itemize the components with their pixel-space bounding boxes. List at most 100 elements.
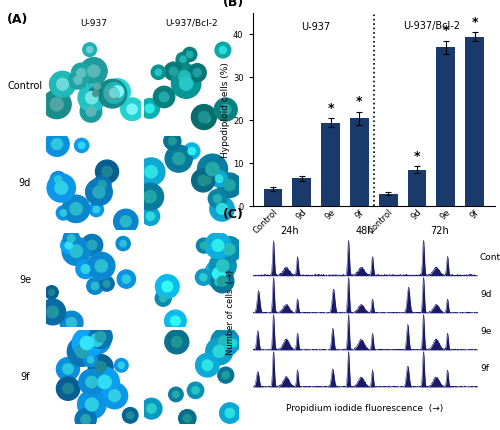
Circle shape bbox=[184, 415, 191, 422]
Circle shape bbox=[62, 237, 90, 265]
Circle shape bbox=[81, 265, 90, 273]
Circle shape bbox=[56, 78, 68, 90]
Circle shape bbox=[198, 154, 228, 184]
Circle shape bbox=[202, 360, 212, 371]
Circle shape bbox=[118, 362, 124, 369]
Circle shape bbox=[160, 295, 167, 302]
Circle shape bbox=[86, 92, 98, 104]
Circle shape bbox=[164, 310, 186, 332]
Circle shape bbox=[78, 390, 106, 419]
Circle shape bbox=[47, 174, 76, 202]
Circle shape bbox=[94, 83, 100, 89]
Bar bbox=[408, 170, 426, 206]
Circle shape bbox=[114, 359, 128, 372]
Circle shape bbox=[151, 65, 166, 80]
Text: 9f: 9f bbox=[20, 372, 30, 382]
Circle shape bbox=[65, 242, 72, 249]
Circle shape bbox=[213, 345, 226, 357]
Circle shape bbox=[206, 163, 220, 176]
Circle shape bbox=[180, 77, 192, 90]
Circle shape bbox=[198, 175, 208, 186]
Text: U-937/Bcl-2: U-937/Bcl-2 bbox=[403, 22, 460, 31]
Circle shape bbox=[196, 238, 212, 253]
Text: Number of cells  (→): Number of cells (→) bbox=[226, 270, 234, 355]
Circle shape bbox=[56, 377, 80, 400]
Circle shape bbox=[200, 273, 207, 281]
Circle shape bbox=[88, 65, 100, 77]
Circle shape bbox=[226, 335, 241, 351]
Circle shape bbox=[80, 101, 102, 122]
Circle shape bbox=[188, 382, 204, 399]
Text: 9d: 9d bbox=[19, 178, 31, 188]
Circle shape bbox=[172, 153, 185, 165]
Circle shape bbox=[88, 355, 113, 379]
Circle shape bbox=[211, 275, 225, 289]
Circle shape bbox=[60, 237, 76, 253]
Circle shape bbox=[70, 203, 82, 215]
Circle shape bbox=[63, 230, 80, 247]
Circle shape bbox=[69, 71, 87, 89]
Circle shape bbox=[89, 325, 112, 348]
Circle shape bbox=[160, 92, 169, 102]
Circle shape bbox=[89, 87, 102, 100]
Text: *: * bbox=[328, 102, 334, 115]
Circle shape bbox=[127, 104, 137, 114]
Circle shape bbox=[200, 173, 215, 187]
Circle shape bbox=[82, 326, 111, 354]
Circle shape bbox=[182, 47, 197, 61]
Circle shape bbox=[68, 235, 75, 242]
Bar bbox=[264, 189, 282, 206]
Circle shape bbox=[225, 408, 234, 418]
Circle shape bbox=[120, 98, 144, 120]
Circle shape bbox=[77, 68, 86, 77]
Circle shape bbox=[80, 58, 107, 84]
Circle shape bbox=[216, 237, 242, 262]
Circle shape bbox=[154, 86, 174, 108]
Circle shape bbox=[55, 181, 68, 194]
Circle shape bbox=[222, 372, 230, 379]
Circle shape bbox=[62, 364, 73, 374]
Text: (A): (A) bbox=[8, 13, 28, 26]
Circle shape bbox=[93, 186, 105, 198]
Circle shape bbox=[48, 289, 54, 295]
Circle shape bbox=[155, 290, 171, 306]
Circle shape bbox=[170, 316, 180, 326]
Text: 24h: 24h bbox=[280, 226, 299, 236]
Circle shape bbox=[188, 147, 196, 155]
Circle shape bbox=[205, 233, 231, 258]
Circle shape bbox=[216, 260, 229, 272]
Circle shape bbox=[172, 336, 182, 347]
Circle shape bbox=[78, 84, 106, 111]
Circle shape bbox=[102, 383, 128, 409]
Circle shape bbox=[145, 104, 154, 113]
Circle shape bbox=[206, 338, 233, 365]
Circle shape bbox=[117, 270, 136, 288]
Text: (B): (B) bbox=[222, 0, 244, 9]
Circle shape bbox=[66, 317, 76, 328]
Circle shape bbox=[70, 245, 82, 258]
Circle shape bbox=[193, 69, 202, 77]
Circle shape bbox=[95, 362, 106, 373]
Circle shape bbox=[211, 270, 234, 293]
Bar bbox=[465, 37, 484, 206]
Text: 72h: 72h bbox=[430, 226, 450, 236]
Circle shape bbox=[212, 240, 224, 251]
Circle shape bbox=[211, 328, 240, 356]
Circle shape bbox=[192, 387, 199, 394]
Circle shape bbox=[104, 83, 124, 103]
Circle shape bbox=[86, 278, 104, 294]
Circle shape bbox=[168, 137, 176, 145]
Circle shape bbox=[120, 216, 132, 227]
Circle shape bbox=[76, 345, 89, 358]
Circle shape bbox=[45, 286, 58, 299]
Circle shape bbox=[178, 71, 190, 83]
Circle shape bbox=[92, 91, 98, 96]
Text: (C): (C) bbox=[222, 209, 244, 221]
Circle shape bbox=[172, 391, 179, 398]
Circle shape bbox=[72, 63, 91, 83]
Circle shape bbox=[165, 330, 189, 354]
Circle shape bbox=[104, 280, 110, 287]
Text: *: * bbox=[442, 25, 449, 37]
Circle shape bbox=[112, 86, 124, 97]
Circle shape bbox=[105, 79, 130, 104]
